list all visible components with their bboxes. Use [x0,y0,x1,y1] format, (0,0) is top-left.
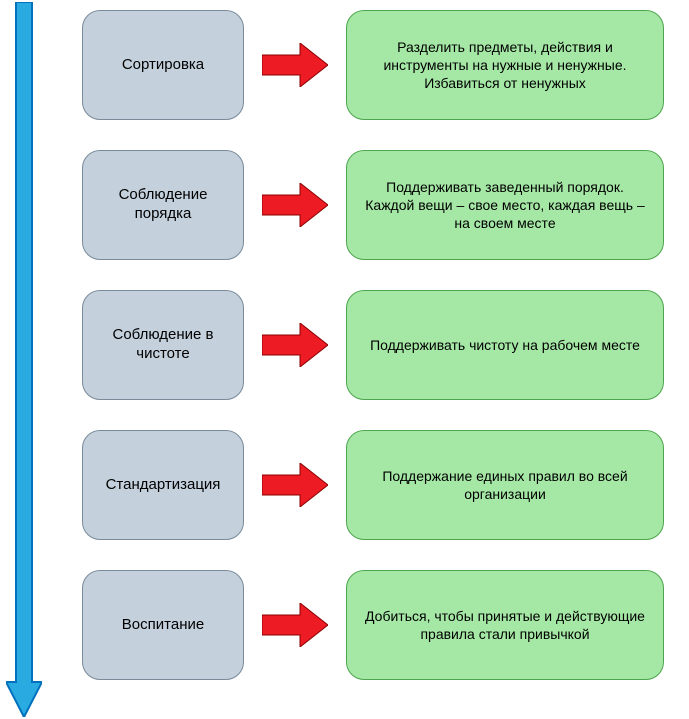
right-arrow-shape [262,463,328,507]
right-arrow-shape [262,603,328,647]
right-arrow-icon [262,603,328,647]
step-description-box: Поддерживать заведенный порядок. Каждой … [346,150,664,260]
diagram-row: Соблюдение порядка Поддерживать заведенны… [82,150,664,260]
diagram-row: Стандартизация Поддержание единых правил … [82,430,664,540]
step-description-box: Разделить предметы, действия и инструмен… [346,10,664,120]
step-label-box: Соблюдение порядка [82,150,244,260]
step-description-box: Поддержание единых правил во всей органи… [346,430,664,540]
right-arrow-icon [262,323,328,367]
right-arrow-icon [262,183,328,227]
diagram-row: Соблюдение в чистоте Поддерживать чистоту… [82,290,664,400]
diagram-row: Сортировка Разделить предметы, действия и… [82,10,664,120]
right-arrow-shape [262,183,328,227]
step-label-box: Стандартизация [82,430,244,540]
diagram-row: Воспитание Добиться, чтобы принятые и дей… [82,570,664,680]
step-description-box: Добиться, чтобы принятые и действующие п… [346,570,664,680]
step-description-box: Поддерживать чистоту на рабочем месте [346,290,664,400]
step-label-box: Воспитание [82,570,244,680]
vertical-flow-arrow [6,2,42,717]
step-label-box: Соблюдение в чистоте [82,290,244,400]
step-label-box: Сортировка [82,10,244,120]
right-arrow-shape [262,323,328,367]
right-arrow-shape [262,43,328,87]
down-arrow-shape [6,2,42,717]
right-arrow-icon [262,463,328,507]
right-arrow-icon [262,43,328,87]
